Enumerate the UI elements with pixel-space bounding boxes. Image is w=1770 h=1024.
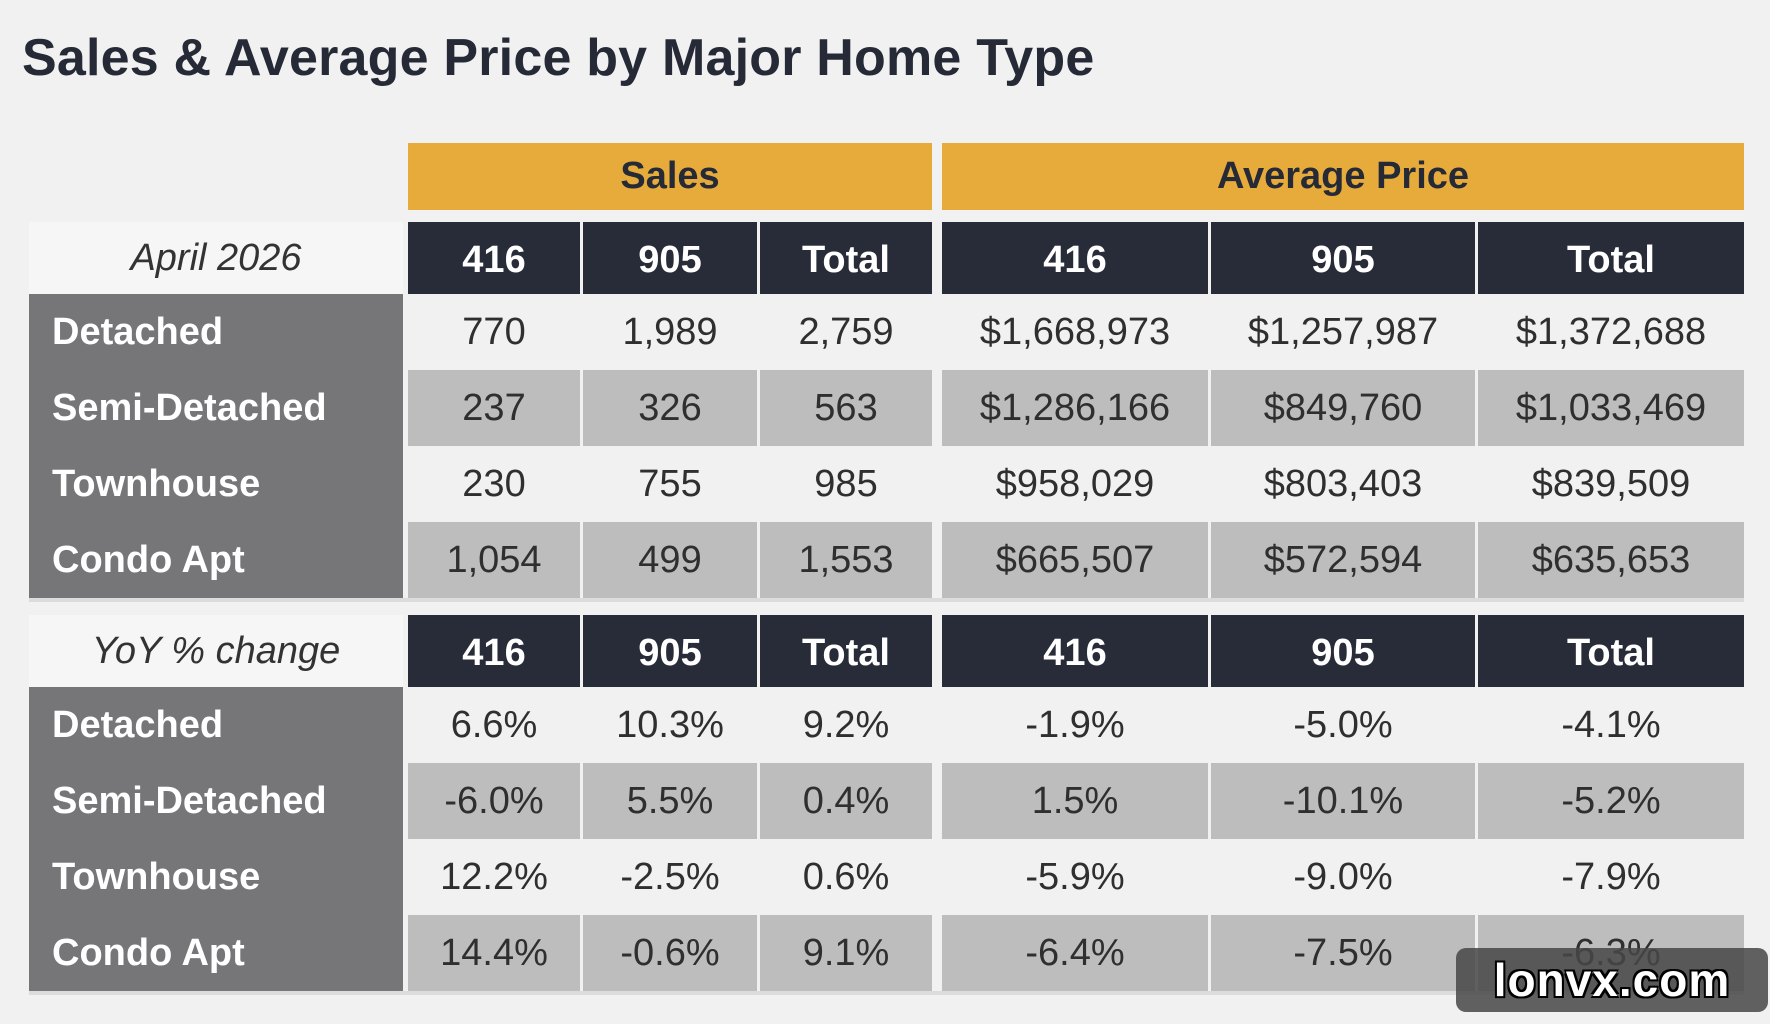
table-0-cell: 1,054	[408, 522, 580, 598]
table-0-cell: 326	[583, 370, 757, 446]
table-1-column-header-1: 905	[583, 615, 757, 687]
table-0-cell: $839,509	[1478, 446, 1744, 522]
group-header-average-price: Average Price	[942, 143, 1744, 210]
table-0-cell: 755	[583, 446, 757, 522]
table-1-bottom-rule	[29, 991, 1744, 995]
table-0-cell: 237	[408, 370, 580, 446]
table-1-cell: 12.2%	[408, 839, 580, 915]
table-0-cell: $635,653	[1478, 522, 1744, 598]
table-1-row-label: Condo Apt	[29, 915, 403, 991]
table-1-cell: 9.1%	[760, 915, 932, 991]
table-0-column-header-3: 416	[942, 222, 1208, 294]
table-1-cell: -5.0%	[1211, 687, 1475, 763]
group-header-sales: Sales	[408, 143, 932, 210]
table-1-cell: -4.1%	[1478, 687, 1744, 763]
table-0-cell: 770	[408, 294, 580, 370]
table-0-row-label: Semi-Detached	[29, 370, 403, 446]
table-0-cell: 499	[583, 522, 757, 598]
table-1-cell: 0.4%	[760, 763, 932, 839]
table-0-cell: $849,760	[1211, 370, 1475, 446]
table-1-cell: 5.5%	[583, 763, 757, 839]
table-0-row-label: Condo Apt	[29, 522, 403, 598]
table-0-bottom-rule	[29, 598, 1744, 602]
table-0-cell: 1,553	[760, 522, 932, 598]
table-0-column-header-4: 905	[1211, 222, 1475, 294]
table-1-cell: -1.9%	[942, 687, 1208, 763]
table-1-corner-label: YoY % change	[29, 615, 403, 687]
table-1-cell: 9.2%	[760, 687, 932, 763]
table-1-row-label: Semi-Detached	[29, 763, 403, 839]
table-1-cell: -5.2%	[1478, 763, 1744, 839]
table-0-cell: $572,594	[1211, 522, 1475, 598]
table-0-cell: $958,029	[942, 446, 1208, 522]
table-1-cell: 14.4%	[408, 915, 580, 991]
table-1-cell: -7.9%	[1478, 839, 1744, 915]
table-1-column-header-2: Total	[760, 615, 932, 687]
table-1-cell: -6.0%	[408, 763, 580, 839]
table-0-corner-label: April 2026	[29, 222, 403, 294]
table-1-cell: -0.6%	[583, 915, 757, 991]
table-0-column-header-1: 905	[583, 222, 757, 294]
table-0-column-header-2: Total	[760, 222, 932, 294]
table-1-cell: -5.9%	[942, 839, 1208, 915]
table-1-cell: 10.3%	[583, 687, 757, 763]
page-title: Sales & Average Price by Major Home Type	[22, 29, 1095, 87]
table-1-cell: -7.5%	[1211, 915, 1475, 991]
table-0-row-label: Detached	[29, 294, 403, 370]
table-1-row-label: Detached	[29, 687, 403, 763]
table-0-cell: 230	[408, 446, 580, 522]
table-1-row-label: Townhouse	[29, 839, 403, 915]
watermark: lonvx.com	[1456, 948, 1768, 1012]
table-0-column-header-0: 416	[408, 222, 580, 294]
table-0-column-header-5: Total	[1478, 222, 1744, 294]
table-0-cell: 563	[760, 370, 932, 446]
table-0-cell: $1,257,987	[1211, 294, 1475, 370]
table-1-cell: -9.0%	[1211, 839, 1475, 915]
table-1-column-header-4: 905	[1211, 615, 1475, 687]
table-0-cell: 2,759	[760, 294, 932, 370]
table-0-cell: $1,668,973	[942, 294, 1208, 370]
table-1-cell: 6.6%	[408, 687, 580, 763]
table-0-cell: $1,286,166	[942, 370, 1208, 446]
table-0-cell: $1,372,688	[1478, 294, 1744, 370]
table-0-cell: 1,989	[583, 294, 757, 370]
table-0-row-label: Townhouse	[29, 446, 403, 522]
table-0-cell: $665,507	[942, 522, 1208, 598]
table-1-cell: 1.5%	[942, 763, 1208, 839]
table-1-column-header-0: 416	[408, 615, 580, 687]
table-0-cell: $1,033,469	[1478, 370, 1744, 446]
table-0-cell: 985	[760, 446, 932, 522]
table-1-column-header-3: 416	[942, 615, 1208, 687]
table-1-cell: -6.4%	[942, 915, 1208, 991]
table-1-column-header-5: Total	[1478, 615, 1744, 687]
table-1-cell: -2.5%	[583, 839, 757, 915]
table-1-cell: 0.6%	[760, 839, 932, 915]
table-1-cell: -10.1%	[1211, 763, 1475, 839]
table-0-cell: $803,403	[1211, 446, 1475, 522]
